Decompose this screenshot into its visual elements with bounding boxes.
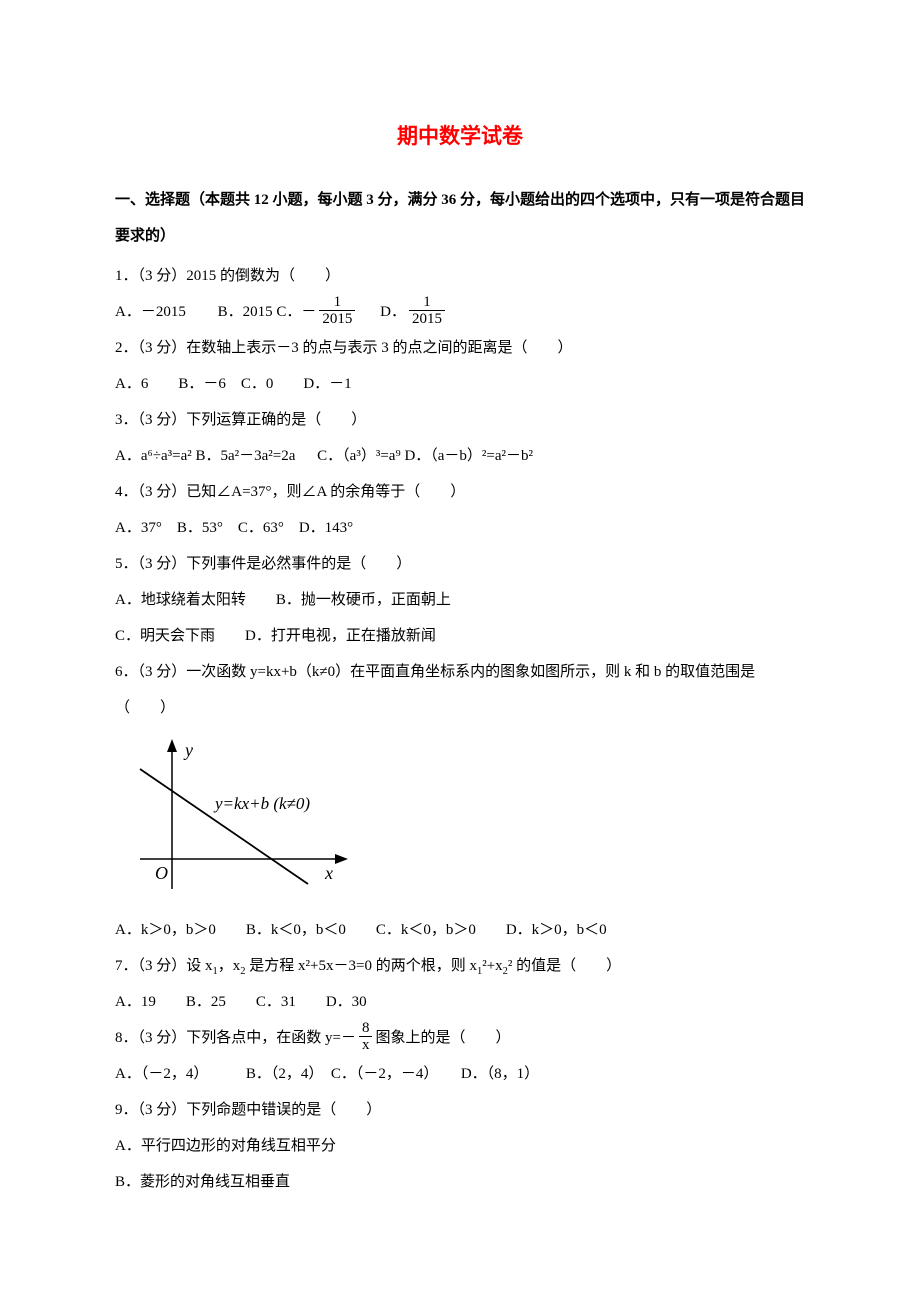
q3-stem: 3．（3 分）下列运算正确的是（ ） — [115, 402, 805, 438]
q1-optB: B．2015 — [218, 304, 273, 320]
svg-text:y: y — [183, 740, 193, 760]
q1-optA: A．－2015 — [115, 304, 186, 320]
q1-optC-prefix: C．－ — [276, 304, 316, 320]
linear-function-graph: O x y y=kx+b (k≠0) — [130, 734, 355, 899]
svg-text:O: O — [155, 863, 168, 883]
section-header: 一、选择题（本题共 12 小题，每小题 3 分，满分 36 分，每小题给出的四个… — [115, 182, 805, 254]
q6-graph: O x y y=kx+b (k≠0) — [130, 734, 805, 904]
q9-stem: 9．（3 分）下列命题中错误的是（ ） — [115, 1092, 805, 1128]
q6-options: A．k＞0，b＞0 B．k＜0，b＜0 C．k＜0，b＞0 D．k＞0，b＜0 — [115, 912, 805, 948]
q6-stem: 6．（3 分）一次函数 y=kx+b（k≠0）在平面直角坐标系内的图象如图所示，… — [115, 654, 805, 726]
q3-optA: A．a⁶÷a³=a² — [115, 448, 192, 464]
q2-stem: 2．（3 分）在数轴上表示－3 的点与表示 3 的点之间的距离是（ ） — [115, 330, 805, 366]
q4-options: A．37° B．53° C．63° D．143° — [115, 510, 805, 546]
q3-optD: D．（a－b）²=a²－b² — [404, 448, 533, 464]
q5-opts-line2: C．明天会下雨 D．打开电视，正在播放新闻 — [115, 618, 805, 654]
q1-options: A．－2015 B．2015 C．－12015 D．12015 — [115, 294, 805, 330]
q5-opts-line1: A．地球绕着太阳转 B．抛一枚硬币，正面朝上 — [115, 582, 805, 618]
q3-options: A．a⁶÷a³=a² B．5a²－3a²=2a C．（a³）³=a⁹ D．（a－… — [115, 438, 805, 474]
q5-stem: 5．（3 分）下列事件是必然事件的是（ ） — [115, 546, 805, 582]
q8-stem: 8．（3 分）下列各点中，在函数 y=－8x图象上的是（ ） — [115, 1020, 805, 1056]
svg-text:x: x — [324, 863, 333, 883]
q9-optA: A．平行四边形的对角线互相平分 — [115, 1128, 805, 1164]
q1-optD-prefix: D． — [380, 304, 406, 320]
q7-options: A．19 B．25 C．31 D．30 — [115, 984, 805, 1020]
q8-options: A．（－2，4） B．（2，4） C．（－2，－4） D．（8，1） — [115, 1056, 805, 1092]
svg-text:y=kx+b (k≠0): y=kx+b (k≠0) — [213, 794, 310, 813]
q3-optB: B．5a²－3a²=2a — [195, 448, 295, 464]
q1-fracD: 12015 — [409, 294, 445, 328]
q7-stem: 7．（3 分）设 x1，x2 是方程 x²+5x－3=0 的两个根，则 x1²+… — [115, 948, 805, 984]
page-title: 期中数学试卷 — [115, 120, 805, 150]
q8-frac: 8x — [359, 1020, 373, 1054]
q2-options: A．6 B．－6 C．0 D．－1 — [115, 366, 805, 402]
q1-stem: 1．（3 分）2015 的倒数为（ ） — [115, 258, 805, 294]
q3-optC: C．（a³）³=a⁹ — [317, 448, 401, 464]
q4-stem: 4．（3 分）已知∠A=37°，则∠A 的余角等于（ ） — [115, 474, 805, 510]
q9-optB: B．菱形的对角线互相垂直 — [115, 1164, 805, 1200]
q1-fracC: 12015 — [319, 294, 355, 328]
